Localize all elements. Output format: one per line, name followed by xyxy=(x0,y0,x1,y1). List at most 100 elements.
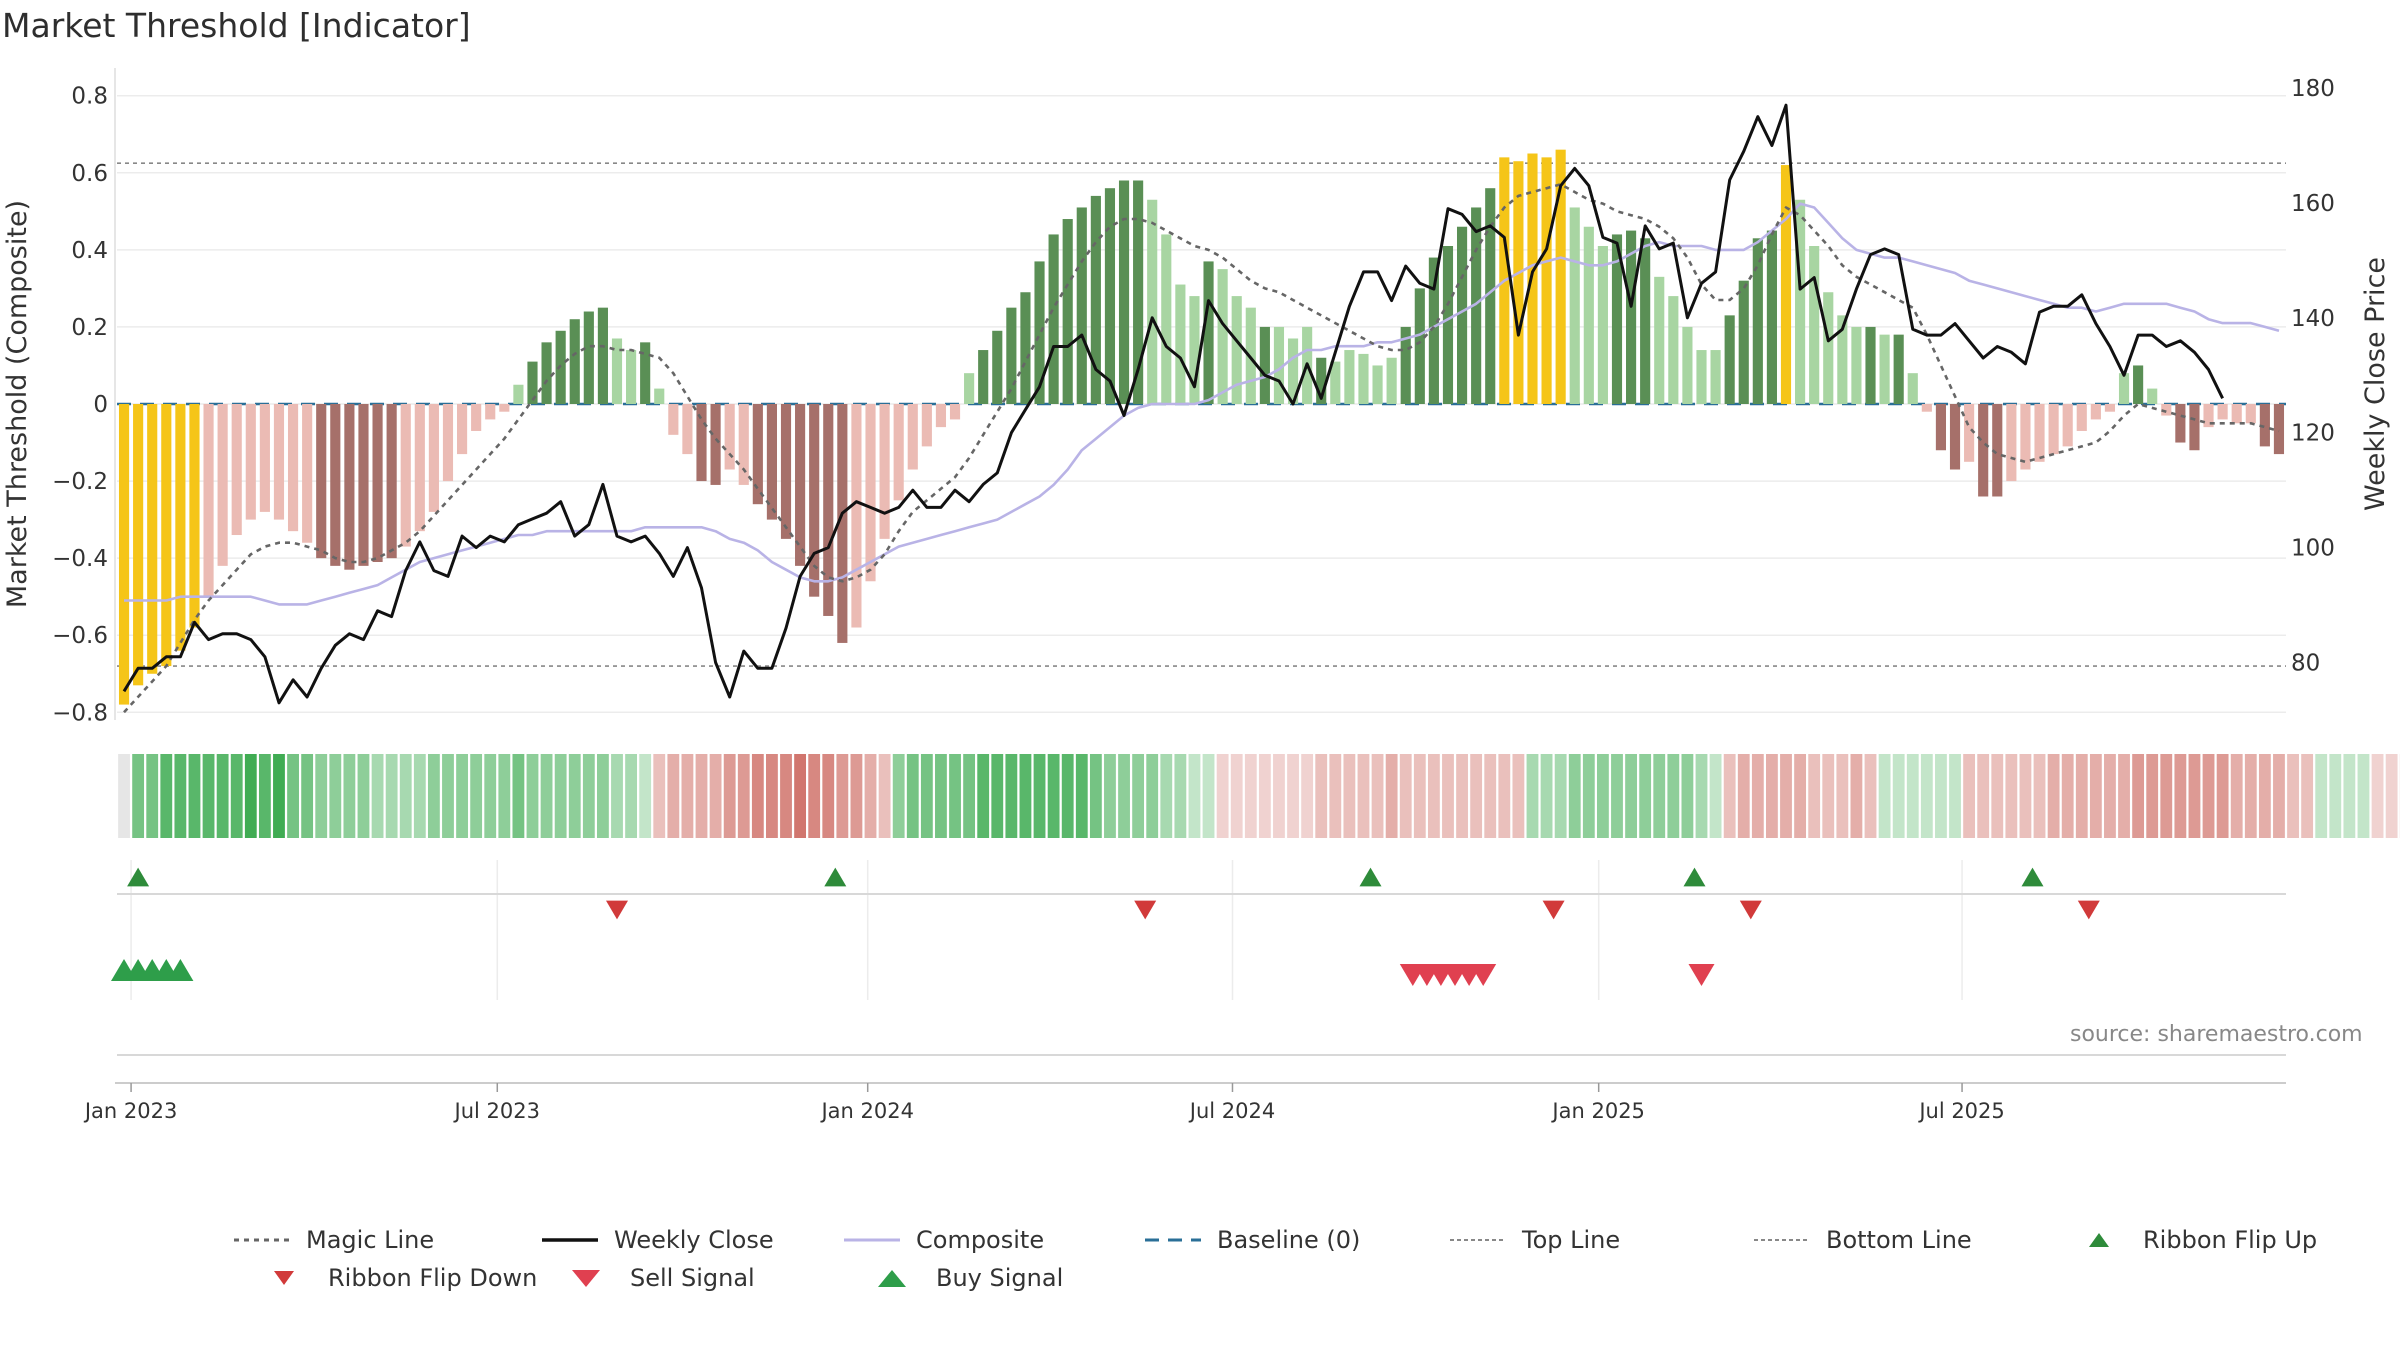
composite-bar xyxy=(2133,365,2144,404)
composite-bar xyxy=(2048,404,2059,455)
composite-bar xyxy=(780,404,792,539)
composite-bar xyxy=(2245,404,2256,424)
x-tick-label: Jul 2023 xyxy=(453,1099,540,1123)
composite-bar xyxy=(2118,373,2130,404)
ribbon-cell xyxy=(287,754,299,838)
composite-bar xyxy=(851,404,862,628)
ribbon-cell xyxy=(2287,754,2299,838)
ribbon-flip-up-marker xyxy=(824,867,847,887)
ribbon-cell xyxy=(1512,754,1525,838)
composite-bar xyxy=(1189,296,1200,404)
ribbon-cell xyxy=(822,754,835,838)
ribbon-cell xyxy=(244,754,257,838)
composite-bar xyxy=(1048,234,1059,404)
composite-bar xyxy=(133,404,144,686)
ribbon-cell xyxy=(470,754,483,838)
composite-bar xyxy=(2161,404,2172,416)
ribbon-cell xyxy=(2146,754,2159,838)
ribbon-cell xyxy=(864,754,877,838)
composite-bar xyxy=(907,404,918,470)
ribbon-cell xyxy=(1836,754,1849,838)
composite-bar xyxy=(1076,207,1087,404)
composite-bar xyxy=(1414,288,1425,404)
ribbon-cell xyxy=(1104,754,1116,838)
composite-bar xyxy=(1837,315,1848,404)
composite-bar xyxy=(809,404,820,597)
ribbon-cell xyxy=(357,754,370,838)
ribbon-cell xyxy=(1568,754,1581,838)
ribbon-cell xyxy=(2118,754,2130,838)
ribbon-cell xyxy=(1892,754,1905,838)
composite-bar xyxy=(428,404,439,512)
ribbon-cell xyxy=(174,754,187,838)
legend-swatch-baseline xyxy=(1145,1238,1201,1242)
ribbon-cell xyxy=(836,754,849,838)
composite-bar xyxy=(1133,180,1144,404)
composite-bar xyxy=(569,319,580,404)
ribbon-cell xyxy=(1554,754,1567,838)
ribbon-cell xyxy=(1963,754,1976,838)
composite-bar xyxy=(1541,157,1552,404)
ribbon-cell xyxy=(949,754,961,838)
ribbon-cell xyxy=(1216,754,1229,838)
composite-bar xyxy=(879,404,890,539)
ribbon-cell xyxy=(2301,754,2314,838)
ribbon-cell xyxy=(1920,754,1933,838)
ribbon-cell xyxy=(1047,754,1060,838)
composite-bar xyxy=(682,404,693,455)
composite-bar xyxy=(2231,404,2242,424)
ribbon-cell xyxy=(751,754,764,838)
ribbon-cell xyxy=(1878,754,1891,838)
legend-item-flipup: Ribbon Flip Up xyxy=(2069,1226,2317,1254)
ribbon-cell xyxy=(1005,754,1018,838)
ribbon-cell xyxy=(258,754,271,838)
composite-bar xyxy=(1569,207,1580,404)
ribbon-cell xyxy=(1413,754,1426,838)
ribbon-cell xyxy=(1906,754,1919,838)
composite-bar xyxy=(1104,188,1116,404)
sell-signal-marker xyxy=(1470,964,1497,986)
ribbon-cell xyxy=(582,754,595,838)
ribbon-cell xyxy=(1484,754,1497,838)
ribbon-cell xyxy=(1061,754,1074,838)
composite-bar xyxy=(344,404,355,570)
ribbon-cell xyxy=(625,754,637,838)
ribbon-cell xyxy=(906,754,919,838)
legend-item-flipdown: Ribbon Flip Down xyxy=(254,1264,537,1292)
ribbon-cell xyxy=(1244,754,1257,838)
composite-bar xyxy=(654,388,665,404)
composite-bar xyxy=(1555,149,1566,404)
composite-bar xyxy=(372,404,383,562)
y-left-tick-label: −0.2 xyxy=(52,469,108,495)
ribbon-cell xyxy=(343,754,356,838)
y-right-tick-label: 100 xyxy=(2291,536,2335,562)
composite-bar xyxy=(513,384,524,404)
legend: Magic Line Weekly Close Composite Baseline … xyxy=(0,1208,2400,1298)
legend-label: Ribbon Flip Up xyxy=(2143,1226,2318,1254)
ribbon-cell xyxy=(737,754,750,838)
ribbon-cell xyxy=(2033,754,2046,838)
y-left-tick-label: −0.8 xyxy=(52,700,108,726)
ribbon-cell xyxy=(442,754,454,838)
composite-bar xyxy=(2104,404,2116,412)
ribbon-cell xyxy=(695,754,708,838)
legend-swatch-sell xyxy=(572,1270,600,1287)
ribbon-cell xyxy=(766,754,778,838)
ribbon-cell xyxy=(132,754,145,838)
ribbon-cell xyxy=(850,754,863,838)
composite-bar xyxy=(527,361,538,404)
composite-bar xyxy=(795,404,806,566)
composite-bar xyxy=(1597,246,1608,404)
legend-label: Bottom Line xyxy=(1826,1226,1972,1254)
ribbon-cell xyxy=(385,754,398,838)
legend-item-buy: Buy Signal xyxy=(862,1264,1063,1292)
composite-bar xyxy=(1710,350,1721,404)
ribbon-cell xyxy=(1639,754,1652,838)
ribbon-flip-down-marker xyxy=(1739,900,1762,920)
composite-bar xyxy=(1020,292,1031,404)
composite-bar xyxy=(2273,404,2285,455)
composite-bar xyxy=(696,404,707,482)
ribbon-cell xyxy=(1343,754,1356,838)
composite-bar xyxy=(287,404,299,532)
ribbon-cell xyxy=(1357,754,1370,838)
